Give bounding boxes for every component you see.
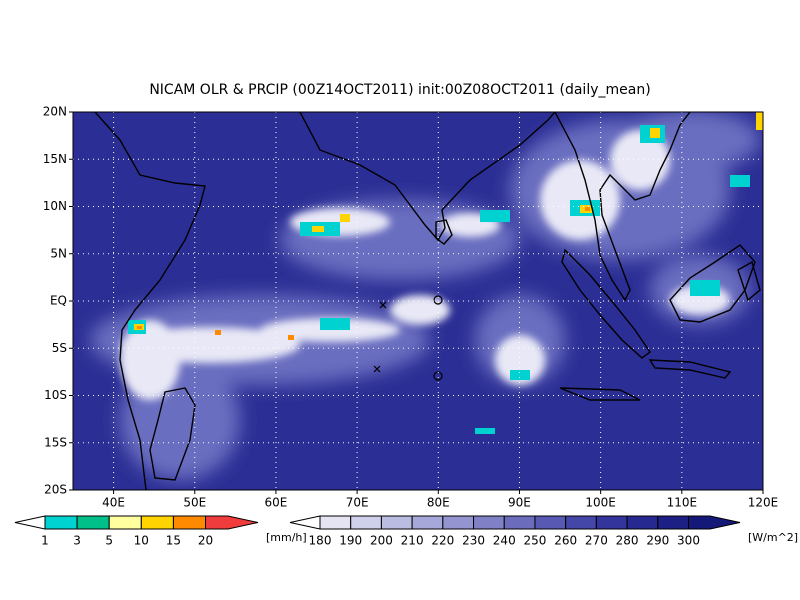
x-tick-label: 40E [102, 496, 125, 510]
colorbar-unit: [W/m^2] [748, 531, 798, 544]
y-tick-label: 10S [44, 388, 67, 402]
y-tick-label: 10N [43, 199, 67, 213]
y-tick-label: 5N [50, 246, 67, 260]
x-tick-label: 100E [585, 496, 616, 510]
x-tick-label: 80E [427, 496, 450, 510]
colorbar-box [350, 515, 382, 530]
colorbar-box [44, 515, 78, 530]
colorbar-label: 290 [646, 534, 669, 548]
axes: 40E 50E 60E 70E 80E 90E 100E 110E 120E 20N 15N 10N 5… [43, 105, 779, 510]
markers [373, 295, 443, 381]
colorbar-box [442, 515, 475, 530]
grid [73, 112, 763, 490]
colorbar-label: 270 [585, 534, 608, 548]
colorbar-box [503, 515, 536, 530]
colorbar-label: 240 [493, 534, 516, 548]
colorbar-label: 15 [166, 534, 181, 548]
colorbar-label: 300 [677, 534, 700, 548]
x-tick-label: 60E [265, 496, 288, 510]
colorbar-under [14, 515, 46, 530]
map-field [73, 112, 763, 490]
colorbar-label: 1 [41, 534, 49, 548]
colorbar-box [534, 515, 567, 530]
colorbar-label: 230 [462, 534, 485, 548]
colorbar-box [626, 515, 659, 530]
colorbar-label: 220 [431, 534, 454, 548]
x-tick-label: 90E [508, 496, 531, 510]
y-tick-label: 15S [44, 435, 67, 449]
x-tick-label: 70E [346, 496, 369, 510]
colorbar-box [380, 515, 413, 530]
colorbar-box [595, 515, 628, 530]
colorbar-label: 200 [370, 534, 393, 548]
y-tick-label: 5S [52, 341, 67, 355]
y-tick-label: 20S [44, 483, 67, 497]
coastlines [94, 112, 761, 490]
x-tick-label: 50E [183, 496, 206, 510]
colorbar-label: 5 [105, 534, 113, 548]
title: NICAM OLR & PRCIP (00Z14OCT2011) init:00… [149, 82, 650, 98]
colorbar-box [565, 515, 597, 530]
colorbar-label: 10 [134, 534, 149, 548]
colorbar-box [657, 515, 690, 530]
colorbar-label: 190 [339, 534, 362, 548]
colorbar-box [108, 515, 142, 530]
colorbar-box [140, 515, 174, 530]
colorbar-label: 280 [616, 534, 639, 548]
colorbar-under [289, 515, 321, 530]
colorbar-over [205, 515, 259, 530]
colorbar-box [411, 515, 444, 530]
y-tick-label: EQ [50, 294, 67, 308]
x-tick-label: 110E [667, 496, 698, 510]
colorbar-over [688, 515, 741, 530]
colorbar-box [473, 515, 505, 530]
colorbar-label: 20 [198, 534, 213, 548]
x-tick-label: 120E [748, 496, 779, 510]
colorbar-box [76, 515, 110, 530]
colorbar-label: 3 [73, 534, 81, 548]
colorbar-box [319, 515, 352, 530]
colorbar-label: 250 [524, 534, 547, 548]
colorbar-label: 180 [309, 534, 332, 548]
colorbar-unit: [mm/h] [266, 531, 307, 544]
y-tick-label: 15N [43, 152, 67, 166]
colorbars: 1 3 5 10 15 20 [mm/h] 180 190 200 210 220 230 240 250 2… [14, 515, 798, 548]
colorbar-label: 210 [401, 534, 424, 548]
colorbar-label: 260 [554, 534, 577, 548]
y-tick-label: 20N [43, 105, 67, 119]
colorbar-box [172, 515, 207, 530]
